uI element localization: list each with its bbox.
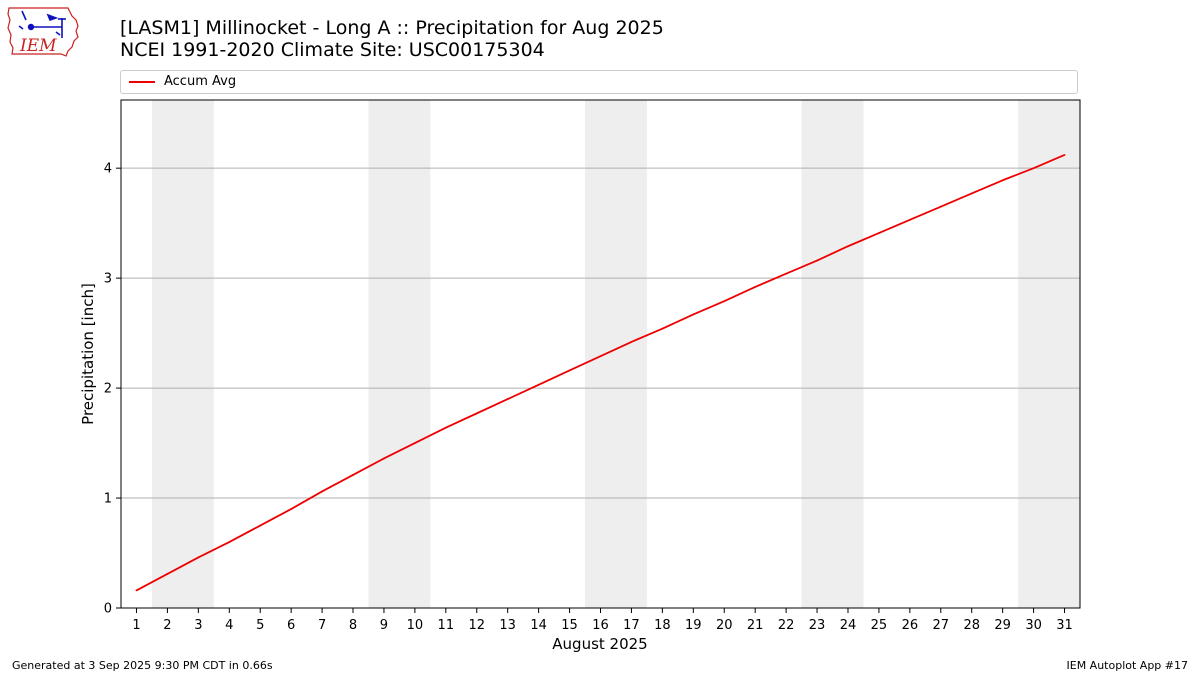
x-tick-label-27: 27 [933, 618, 950, 633]
x-tick-label-3: 3 [194, 618, 202, 633]
data-point-day-21 [754, 286, 757, 288]
data-point-day-17 [630, 341, 633, 343]
data-point-day-14 [537, 383, 540, 386]
x-tick-label-18: 18 [654, 618, 671, 633]
weather-station-icon [18, 10, 66, 38]
x-tick-label-15: 15 [561, 618, 578, 633]
data-series [135, 154, 1066, 592]
title-line-2: NCEI 1991-2020 Climate Site: USC00175304 [120, 39, 545, 61]
y-tick-label-4: 4 [104, 162, 112, 177]
x-tick-label-24: 24 [840, 618, 857, 633]
data-point-day-20 [723, 300, 726, 303]
data-point-day-28 [970, 192, 973, 195]
data-point-day-19 [692, 313, 695, 316]
x-tick-label-21: 21 [747, 618, 764, 633]
data-point-day-27 [939, 205, 942, 208]
data-point-day-24 [847, 245, 849, 248]
y-tick-label-0: 0 [104, 602, 112, 617]
data-point-day-1 [135, 589, 138, 592]
y-tick-label-1: 1 [104, 492, 112, 507]
x-tick-label-1: 1 [132, 618, 140, 633]
data-point-day-22 [785, 272, 788, 275]
data-point-day-2 [166, 573, 169, 575]
data-point-day-7 [321, 490, 323, 493]
x-tick-label-6: 6 [287, 618, 295, 633]
data-point-day-25 [878, 232, 880, 234]
x-axis-ticks: 1 2 3 4 5 6 7 8 9 10 11 12 13 14 15 16 17 18 19 20 21 22 23 24 2… [132, 608, 1073, 633]
data-point-day-15 [568, 369, 571, 372]
x-tick-label-8: 8 [349, 618, 357, 633]
y-tick-label-3: 3 [104, 272, 112, 287]
x-tick-label-12: 12 [468, 618, 485, 633]
legend-label-accum-avg: Accum Avg [164, 74, 237, 89]
iem-logo: IEM [7, 7, 79, 57]
data-point-day-4 [228, 541, 231, 543]
x-tick-label-10: 10 [407, 618, 424, 633]
x-tick-label-19: 19 [685, 618, 702, 633]
x-tick-label-16: 16 [592, 618, 609, 633]
data-point-day-3 [197, 556, 200, 559]
weekend-band-3 [585, 100, 647, 608]
x-tick-label-26: 26 [902, 618, 919, 633]
x-tick-label-2: 2 [163, 618, 171, 633]
grid-lines [121, 167, 1080, 499]
x-tick-label-7: 7 [318, 618, 326, 633]
data-point-day-16 [599, 355, 602, 358]
y-axis-ticks: 0 1 2 3 4 [104, 162, 121, 617]
x-tick-label-20: 20 [716, 618, 733, 633]
weekend-band-2 [368, 100, 431, 608]
weekend-shading [151, 100, 1080, 608]
chart-legend: Accum Avg [120, 70, 1078, 94]
legend-swatch-accum-avg [129, 81, 155, 83]
iem-logo-text: IEM [19, 36, 57, 56]
x-tick-label-17: 17 [623, 618, 640, 633]
x-axis-label: August 2025 [552, 635, 647, 653]
app-identifier: IEM Autoplot App #17 [1066, 659, 1189, 672]
data-point-day-18 [661, 327, 664, 330]
data-point-day-26 [908, 218, 911, 221]
data-point-day-30 [1032, 167, 1035, 170]
x-tick-label-13: 13 [499, 618, 516, 633]
weekend-band-1 [151, 100, 214, 608]
data-point-day-31 [1063, 154, 1066, 156]
x-tick-label-31: 31 [1056, 618, 1073, 633]
x-tick-label-5: 5 [256, 618, 264, 633]
data-point-day-8 [352, 474, 354, 476]
x-tick-label-14: 14 [530, 618, 547, 633]
weekend-band-4 [801, 100, 864, 608]
y-tick-label-2: 2 [104, 382, 112, 397]
data-point-day-23 [816, 259, 818, 262]
data-point-day-5 [259, 524, 262, 527]
x-tick-label-4: 4 [225, 618, 233, 633]
x-tick-label-25: 25 [871, 618, 888, 633]
x-tick-label-28: 28 [963, 618, 980, 633]
x-tick-label-29: 29 [994, 618, 1011, 633]
x-tick-label-11: 11 [438, 618, 455, 633]
data-point-day-11 [444, 426, 447, 429]
generated-timestamp: Generated at 3 Sep 2025 9:30 PM CDT in 0… [12, 659, 273, 672]
data-point-day-9 [383, 457, 385, 460]
data-point-day-12 [475, 412, 478, 415]
x-tick-label-30: 30 [1025, 618, 1042, 633]
data-point-day-29 [1001, 179, 1004, 182]
data-point-day-6 [290, 508, 293, 510]
x-tick-label-9: 9 [380, 618, 388, 633]
x-tick-label-23: 23 [809, 618, 826, 633]
weekend-band-5 [1018, 100, 1080, 608]
y-axis-label: Precipitation [inch] [79, 283, 97, 425]
x-tick-label-22: 22 [778, 618, 795, 633]
title-line-1: [LASM1] Millinocket - Long A :: Precipit… [120, 17, 664, 39]
data-point-day-13 [506, 398, 509, 400]
data-point-day-10 [413, 442, 416, 444]
